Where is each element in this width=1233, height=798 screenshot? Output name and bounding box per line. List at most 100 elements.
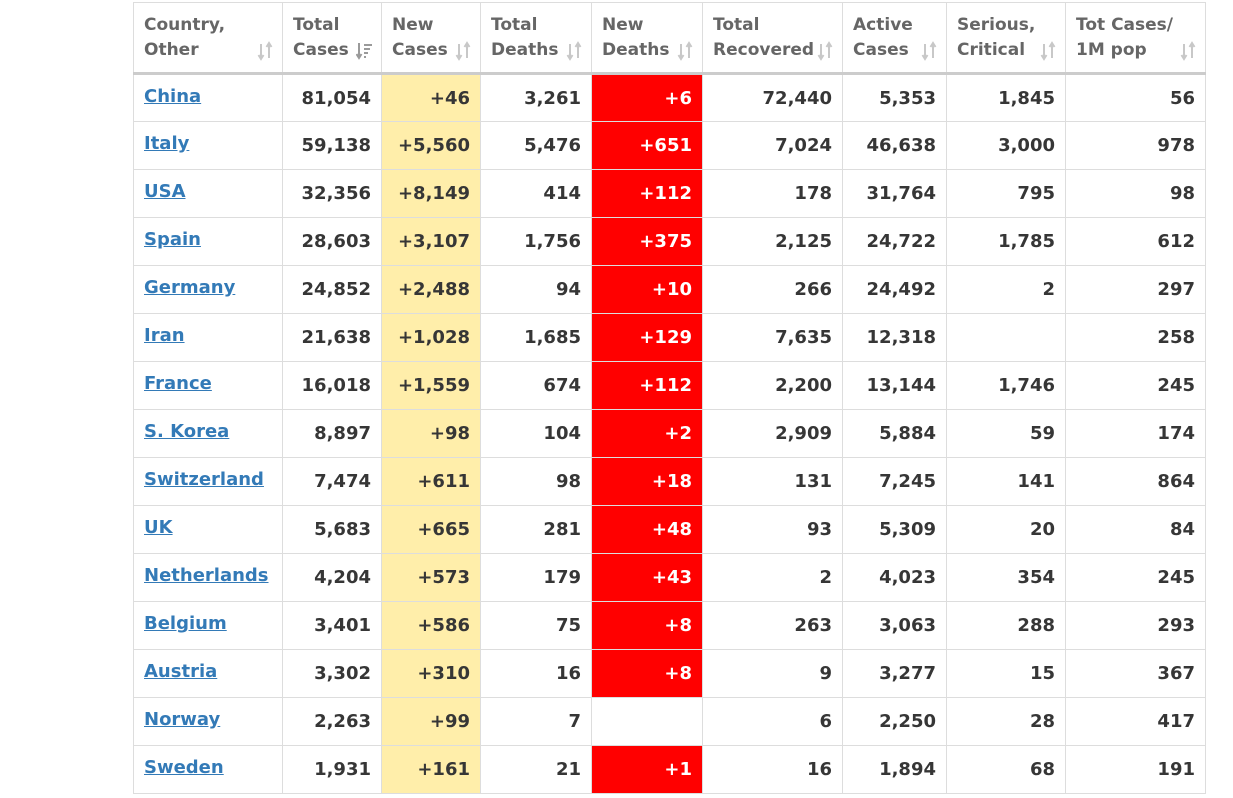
cell-serious-critical: 288 (946, 601, 1066, 650)
cell-country: Germany (133, 265, 283, 314)
cell-total-cases: 4,204 (282, 553, 382, 602)
header-label-line2: Deaths (491, 40, 559, 60)
header-serious-critical[interactable]: Serious, Critical (946, 2, 1066, 75)
cell-serious-critical (946, 313, 1066, 362)
cell-new-deaths: +43 (591, 553, 703, 602)
country-link[interactable]: Germany (144, 277, 236, 298)
table-row: USA 32,356 +8,149 414 +112 178 31,764 795 98 (133, 169, 1206, 218)
country-link[interactable]: S. Korea (144, 421, 230, 442)
header-label-line1: Country, (144, 15, 226, 35)
cell-new-deaths: +18 (591, 457, 703, 506)
cell-tot-cases-1m: 864 (1065, 457, 1206, 506)
cell-serious-critical: 1,845 (946, 73, 1066, 122)
country-link[interactable]: China (144, 86, 202, 107)
country-link[interactable]: Belgium (144, 613, 227, 634)
cell-total-deaths: 674 (480, 361, 592, 410)
cell-tot-cases-1m: 978 (1065, 121, 1206, 170)
sort-icon[interactable] (1040, 41, 1056, 61)
cell-total-cases: 28,603 (282, 217, 382, 266)
country-link[interactable]: Iran (144, 325, 185, 346)
cell-serious-critical: 3,000 (946, 121, 1066, 170)
cell-total-cases: 21,638 (282, 313, 382, 362)
header-total-cases[interactable]: Total Cases (282, 2, 382, 75)
country-link[interactable]: Switzerland (144, 469, 264, 490)
cell-country: China (133, 73, 283, 122)
cell-new-cases: +611 (381, 457, 481, 506)
country-link[interactable]: UK (144, 517, 173, 538)
sort-icon[interactable] (921, 41, 937, 61)
header-new-deaths[interactable]: New Deaths (591, 2, 703, 75)
cell-serious-critical: 68 (946, 745, 1066, 794)
cell-total-recovered: 93 (702, 505, 843, 554)
table-row: S. Korea 8,897 +98 104 +2 2,909 5,884 59 174 (133, 409, 1206, 458)
cell-total-deaths: 98 (480, 457, 592, 506)
cell-active-cases: 3,063 (842, 601, 947, 650)
cell-new-deaths (591, 697, 703, 746)
sort-icon[interactable] (677, 41, 693, 61)
cell-total-deaths: 104 (480, 409, 592, 458)
cell-new-cases: +98 (381, 409, 481, 458)
cell-tot-cases-1m: 84 (1065, 505, 1206, 554)
cell-active-cases: 5,353 (842, 73, 947, 122)
header-new-cases[interactable]: New Cases (381, 2, 481, 75)
cell-total-recovered: 7,635 (702, 313, 843, 362)
cell-serious-critical: 15 (946, 649, 1066, 698)
cell-country: Sweden (133, 745, 283, 794)
country-link[interactable]: Italy (144, 133, 190, 154)
table-row: Spain 28,603 +3,107 1,756 +375 2,125 24,722 1,7… (133, 217, 1206, 266)
cell-tot-cases-1m: 258 (1065, 313, 1206, 362)
country-link[interactable]: USA (144, 181, 186, 202)
country-link[interactable]: Austria (144, 661, 218, 682)
cell-tot-cases-1m: 297 (1065, 265, 1206, 314)
cell-total-cases: 32,356 (282, 169, 382, 218)
cell-total-cases: 81,054 (282, 73, 382, 122)
country-link[interactable]: Norway (144, 709, 221, 730)
cell-active-cases: 5,309 (842, 505, 947, 554)
cell-new-deaths: +10 (591, 265, 703, 314)
header-total-deaths[interactable]: Total Deaths (480, 2, 592, 75)
sort-icon[interactable] (455, 41, 471, 61)
country-link[interactable]: Sweden (144, 757, 224, 778)
cell-country: Austria (133, 649, 283, 698)
header-tot-cases-1m[interactable]: Tot Cases/1M pop (1065, 2, 1206, 75)
table-row: Switzerland 7,474 +611 98 +18 131 7,245 141 864 (133, 457, 1206, 506)
covid-table-container: Country, Other Total Cases New Cases Total Deat… (133, 2, 1206, 794)
cell-total-deaths: 1,756 (480, 217, 592, 266)
header-country[interactable]: Country, Other (133, 2, 283, 75)
header-total-recovered[interactable]: Total Recovered (702, 2, 843, 75)
cell-total-deaths: 1,685 (480, 313, 592, 362)
cell-total-cases: 7,474 (282, 457, 382, 506)
cell-tot-cases-1m: 245 (1065, 361, 1206, 410)
header-label-line1: Tot Cases/ (1076, 15, 1173, 35)
header-active-cases[interactable]: Active Cases (842, 2, 947, 75)
cell-country: Norway (133, 697, 283, 746)
sort-icon[interactable] (566, 41, 582, 61)
cell-total-cases: 1,931 (282, 745, 382, 794)
cell-total-recovered: 72,440 (702, 73, 843, 122)
country-link[interactable]: Spain (144, 229, 201, 250)
sort-icon[interactable] (817, 41, 833, 61)
cell-country: France (133, 361, 283, 410)
country-link[interactable]: France (144, 373, 212, 394)
sort-icon[interactable] (1180, 41, 1196, 61)
cell-tot-cases-1m: 191 (1065, 745, 1206, 794)
cell-serious-critical: 141 (946, 457, 1066, 506)
cell-total-recovered: 263 (702, 601, 843, 650)
table-row: France 16,018 +1,559 674 +112 2,200 13,144 1,74… (133, 361, 1206, 410)
cell-total-recovered: 2,200 (702, 361, 843, 410)
cell-country: USA (133, 169, 283, 218)
sort-icon[interactable] (257, 41, 273, 61)
cell-country: S. Korea (133, 409, 283, 458)
cell-tot-cases-1m: 367 (1065, 649, 1206, 698)
header-label-line2: Recovered (713, 40, 815, 60)
cell-active-cases: 3,277 (842, 649, 947, 698)
header-row: Country, Other Total Cases New Cases Total Deat… (133, 2, 1206, 75)
cell-total-recovered: 16 (702, 745, 843, 794)
cell-total-deaths: 16 (480, 649, 592, 698)
sort-desc-icon[interactable] (356, 41, 372, 61)
country-link[interactable]: Netherlands (144, 565, 269, 586)
cell-active-cases: 12,318 (842, 313, 947, 362)
cell-new-deaths: +129 (591, 313, 703, 362)
table-row: China 81,054 +46 3,261 +6 72,440 5,353 1,845 56 (133, 73, 1206, 122)
header-label-line2: Cases (392, 40, 448, 60)
